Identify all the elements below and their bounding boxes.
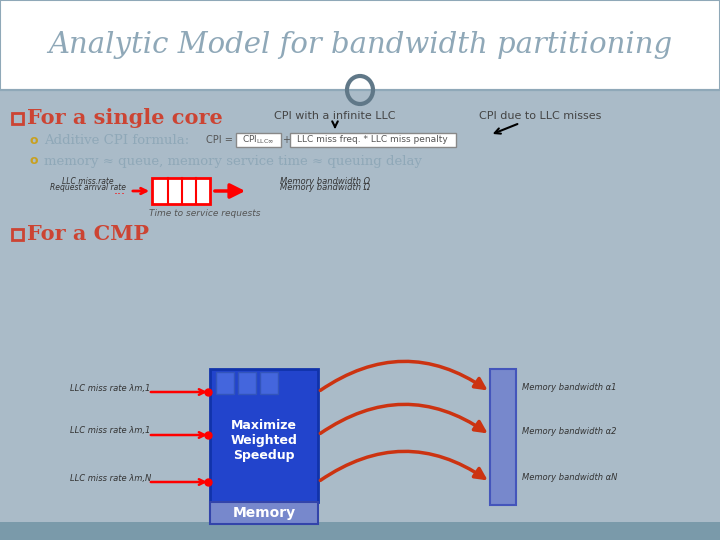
Text: LLC miss freq. * LLC miss penalty: LLC miss freq. * LLC miss penalty [297, 136, 447, 145]
Text: LLC miss rate: LLC miss rate [62, 177, 114, 186]
Text: For a CMP: For a CMP [27, 224, 149, 244]
Bar [216, 372, 234, 394]
Bar [12, 112, 23, 124]
Text: Memory bandwidth αN: Memory bandwidth αN [522, 474, 617, 483]
Bar [0, 90, 720, 522]
Bar [152, 178, 210, 204]
Bar [0, 0, 720, 90]
Text: CPI =: CPI = [206, 135, 233, 145]
FancyBboxPatch shape [289, 133, 456, 147]
Text: Memory: Memory [233, 506, 296, 520]
Bar [260, 372, 278, 394]
Text: LLC miss rate λm,1: LLC miss rate λm,1 [70, 427, 150, 435]
Bar [0, 522, 720, 540]
Text: Maximize
Weighted
Speedup: Maximize Weighted Speedup [230, 419, 297, 462]
Bar [12, 228, 23, 240]
Text: Memory bandwidth α1: Memory bandwidth α1 [522, 383, 616, 393]
Text: o: o [30, 133, 38, 146]
Text: Additive CPI formula:: Additive CPI formula: [44, 133, 189, 146]
Text: Analytic Model for bandwidth partitioning: Analytic Model for bandwidth partitionin… [48, 31, 672, 59]
Text: ...: ... [114, 185, 126, 198]
Text: Memory bandwidth Ω: Memory bandwidth Ω [280, 177, 370, 186]
Text: Memory bandwidth α2: Memory bandwidth α2 [522, 427, 616, 435]
Bar [210, 369, 318, 502]
Text: LLC miss rate λm,1: LLC miss rate λm,1 [70, 383, 150, 393]
Bar [210, 502, 318, 524]
Text: LLC miss rate λm,N: LLC miss rate λm,N [70, 474, 151, 483]
Text: For a single core: For a single core [27, 108, 222, 128]
Text: $\mathrm{CPI_{LLC\infty}}$: $\mathrm{CPI_{LLC\infty}}$ [242, 134, 274, 146]
FancyBboxPatch shape [235, 133, 281, 147]
Text: CPI with a infinite LLC: CPI with a infinite LLC [274, 111, 396, 121]
Text: o: o [30, 154, 38, 167]
Text: memory ≈ queue, memory service time ≈ queuing delay: memory ≈ queue, memory service time ≈ qu… [44, 154, 422, 167]
Text: Time to service requests: Time to service requests [149, 210, 261, 219]
Text: CPI due to LLC misses: CPI due to LLC misses [479, 111, 601, 121]
Bar [490, 369, 516, 505]
Text: Memory bandwidth Ω: Memory bandwidth Ω [280, 184, 370, 192]
Bar [238, 372, 256, 394]
Text: +: + [282, 135, 290, 145]
Text: Request arrival rate: Request arrival rate [50, 184, 126, 192]
